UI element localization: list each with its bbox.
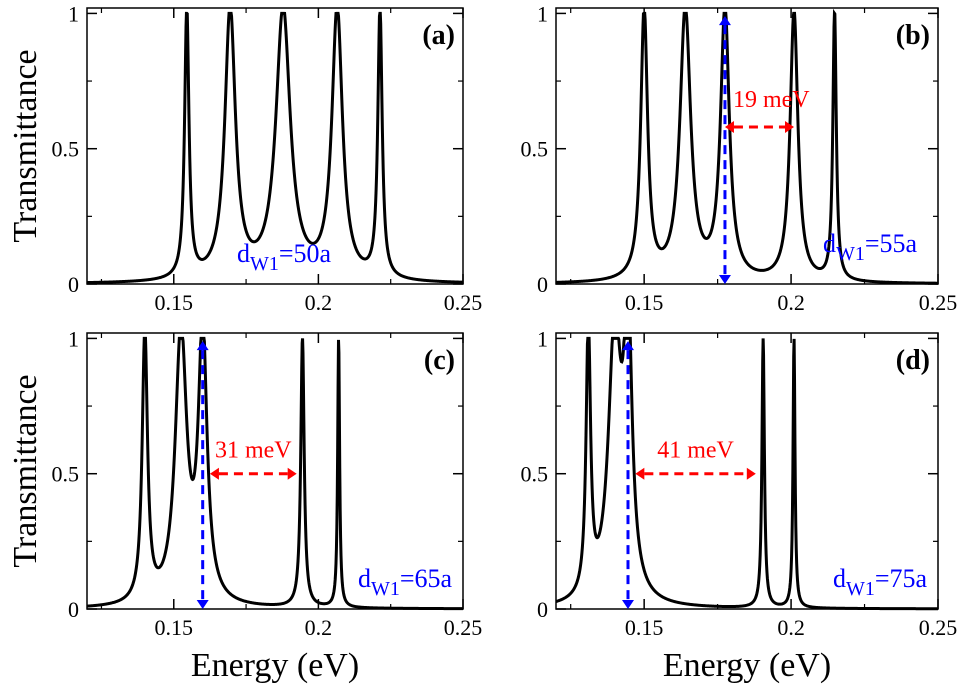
marker-arrowhead-up	[196, 341, 209, 351]
plot-frame	[86, 332, 464, 610]
gap-arrowhead-right	[287, 467, 297, 480]
y-tick-label: 0.5	[521, 462, 549, 487]
transmittance-curve	[86, 336, 463, 611]
transmittance-curve	[86, 11, 464, 285]
gap-label: 41 meV	[657, 438, 734, 464]
parameter-label: dW1=55a	[823, 229, 918, 265]
plot-frame	[555, 7, 939, 285]
y-axis-title: Transmittance	[7, 49, 44, 242]
gap-arrowhead-right	[746, 467, 756, 480]
gap-arrowhead-left	[724, 121, 734, 134]
x-tick-label: 0.15	[155, 615, 194, 640]
x-tick-label: 0.25	[444, 290, 483, 315]
x-tick-label: 0.2	[305, 615, 333, 640]
y-tick-label: 0	[537, 272, 548, 297]
marker-arrowhead-up	[621, 341, 634, 351]
gap-arrowhead-right	[785, 121, 795, 134]
gap-arrowhead-left	[209, 467, 219, 480]
panel-label: (c)	[424, 345, 455, 376]
x-tick-label: 0.25	[919, 615, 958, 640]
x-axis-title: Energy (eV)	[663, 647, 831, 684]
gap-arrowhead-left	[635, 467, 645, 480]
marker-arrowhead-down	[621, 600, 634, 609]
y-tick-label: 0.5	[52, 137, 80, 162]
parameter-label: dW1=50a	[237, 239, 332, 275]
y-tick-label: 0.5	[52, 462, 80, 487]
plot-frame	[86, 7, 464, 285]
y-tick-label: 1	[68, 1, 79, 26]
x-tick-label: 0.15	[155, 290, 194, 315]
parameter-label: dW1=65a	[358, 564, 453, 600]
panel-label: (a)	[422, 20, 455, 51]
y-tick-label: 1	[537, 1, 548, 26]
panel-b: 0 0.5 1 0.15 0.2 0.25 (b) dW1=55a 19 meV	[521, 1, 958, 315]
y-axis-title: Transmittance	[7, 374, 44, 567]
x-tick-label: 0.15	[625, 615, 664, 640]
marker-arrowhead-down	[196, 600, 209, 609]
y-tick-label: 0	[68, 272, 79, 297]
panel-a: 0 0.5 1 0.15 0.2 0.25 (a) dW1=50a Transmittance	[7, 1, 482, 315]
y-tick-label: 0	[68, 597, 79, 622]
parameter-label: dW1=75a	[833, 564, 928, 600]
x-tick-label: 0.2	[305, 290, 333, 315]
marker-arrowhead-down	[718, 275, 731, 284]
panel-d: 0 0.5 1 0.15 0.2 0.25 (d) dW1=75a 41 meV Energy (…	[521, 326, 958, 684]
panel-label: (d)	[896, 345, 930, 376]
gap-label: 31 meV	[215, 438, 292, 464]
y-tick-label: 0	[537, 597, 548, 622]
plot-frame	[555, 332, 939, 610]
y-tick-label: 1	[537, 326, 548, 351]
y-tick-label: 0.5	[521, 137, 549, 162]
x-tick-label: 0.25	[919, 290, 958, 315]
marker-arrowhead-up	[718, 16, 731, 26]
x-tick-label: 0.2	[777, 615, 805, 640]
panel-c: 0 0.5 1 0.15 0.2 0.25 (c) dW1=65a 31 meV Transmit…	[7, 326, 482, 684]
transmittance-curve	[555, 8, 939, 285]
x-tick-label: 0.2	[777, 290, 805, 315]
gap-label: 19 meV	[733, 87, 810, 113]
transmittance-curve	[555, 336, 938, 611]
x-tick-label: 0.25	[444, 615, 483, 640]
y-tick-label: 1	[68, 326, 79, 351]
panel-label: (b)	[896, 20, 930, 51]
x-axis-title: Energy (eV)	[191, 647, 359, 684]
x-tick-label: 0.15	[625, 290, 664, 315]
